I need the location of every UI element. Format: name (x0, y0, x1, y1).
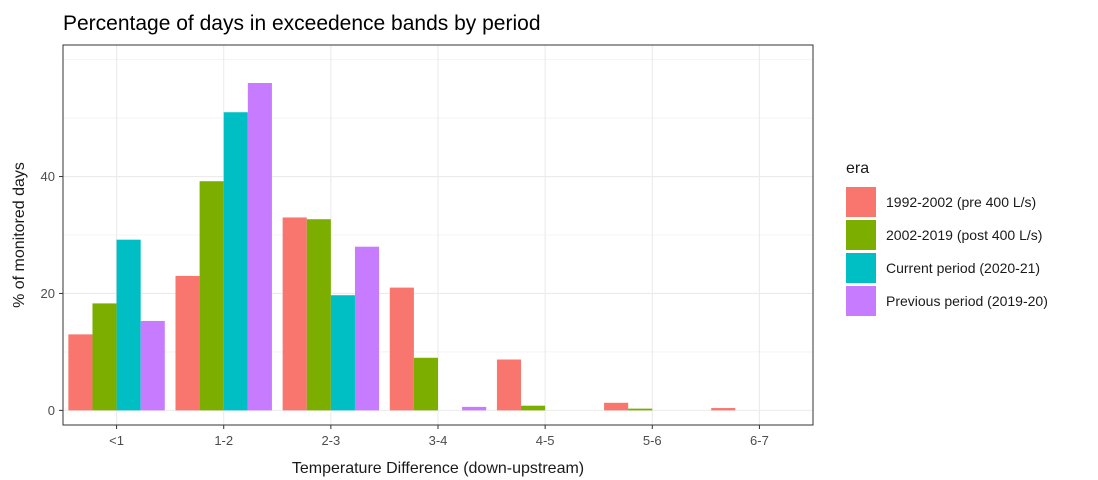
x-tick-label: 4-5 (536, 433, 555, 448)
legend-key (846, 253, 876, 283)
x-tick-label: 1-2 (214, 433, 233, 448)
bar (282, 217, 307, 411)
bar (496, 359, 522, 411)
bars-layer (68, 83, 736, 411)
bar (413, 357, 438, 411)
x-tick-label: <1 (109, 433, 124, 448)
bar (521, 405, 546, 411)
legend-label: 1992-2002 (pre 400 L/s) (886, 194, 1036, 210)
bar (140, 320, 165, 411)
bar (711, 408, 736, 411)
bar (354, 246, 380, 411)
bar (389, 287, 414, 411)
x-tick-label: 3-4 (429, 433, 448, 448)
y-tick-label: 40 (41, 169, 55, 184)
legend: era 1992-2002 (pre 400 L/s) 2002-2019 (po… (846, 160, 1048, 316)
bar (223, 112, 248, 411)
y-tick-label: 0 (48, 403, 55, 418)
x-tick-label: 6-7 (750, 433, 769, 448)
bar (604, 402, 629, 411)
x-axis-title: Temperature Difference (down-upstream) (292, 460, 584, 477)
legend-key (846, 220, 876, 250)
y-axis-title: % of monitored days (11, 162, 28, 308)
y-tick-label: 20 (41, 286, 55, 301)
chart-title: Percentage of days in exceedence bands b… (63, 12, 541, 35)
x-tick-label: 2-3 (321, 433, 340, 448)
legend-key (846, 187, 876, 217)
legend-label: Current period (2020-21) (886, 260, 1040, 276)
bar (116, 239, 141, 411)
bar (306, 219, 331, 411)
bar (92, 303, 117, 411)
bar (68, 334, 93, 411)
x-tick-label: 5-6 (643, 433, 662, 448)
bar (199, 181, 224, 411)
bar (462, 406, 487, 411)
bar (175, 275, 200, 411)
bar (330, 295, 355, 411)
legend-label: 2002-2019 (post 400 L/s) (886, 227, 1042, 243)
bar (628, 408, 653, 411)
bar (247, 83, 272, 411)
legend-key (846, 286, 876, 316)
legend-label: Previous period (2019-20) (886, 293, 1048, 309)
legend-title: era (846, 160, 869, 177)
axis-layer: 0 20 40 <1 1-2 2-3 3-4 4-5 5-6 6-7 (41, 169, 769, 448)
